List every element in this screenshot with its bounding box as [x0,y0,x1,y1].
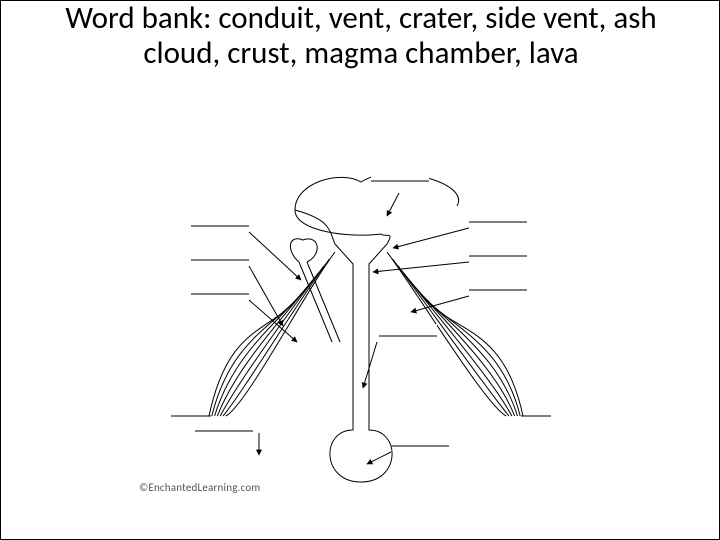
label-blank-vent[interactable] [469,244,527,256]
label-blank-crust[interactable] [195,419,253,431]
volcano-diagram [131,141,591,511]
label-blank-layer-b[interactable] [191,282,249,294]
label-blank-lava[interactable] [469,278,527,290]
slide: Word bank: conduit, vent, crater, side v… [0,0,720,540]
page-title: Word bank: conduit, vent, crater, side v… [1,1,720,70]
label-blank-ash-cloud[interactable] [371,169,429,181]
label-blank-side-vent[interactable] [191,214,249,226]
credit-text: ©EnchantedLearning.com [139,481,260,494]
label-blank-crater[interactable] [469,210,527,222]
label-blank-layer-a[interactable] [191,248,249,260]
label-blank-conduit[interactable] [379,324,437,336]
label-blank-magma-chamber[interactable] [391,434,449,446]
